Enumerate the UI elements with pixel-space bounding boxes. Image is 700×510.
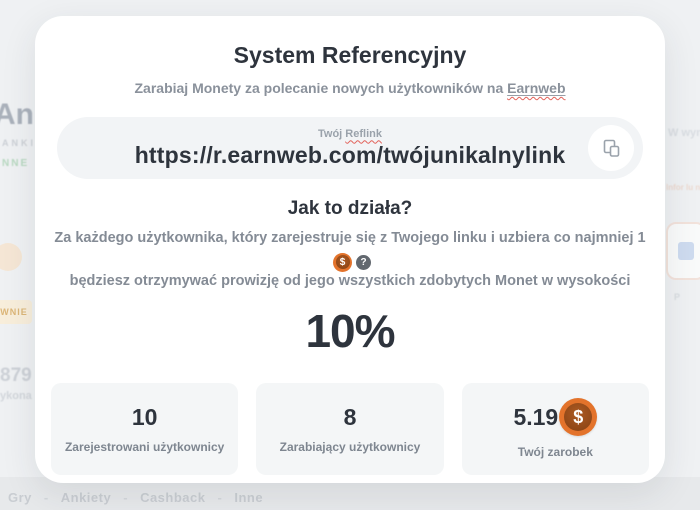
footer-link-gry[interactable]: Gry [8, 490, 32, 505]
modal-title: System Referencyjny [233, 42, 467, 68]
background-right-subtext: Infor lu na [666, 183, 700, 192]
background-left-small: ykona [0, 390, 32, 402]
registered-users-label: Zarejestrowani użytkownicy [64, 439, 225, 454]
reflink-box: Twój Reflink https://r.earnweb.com/twóju… [57, 117, 643, 179]
how-it-works-heading: Jak to działa? [287, 198, 413, 219]
background-left-circle [0, 243, 22, 271]
footer-link-ankiety[interactable]: Ankiety [60, 490, 112, 505]
earnweb-link[interactable]: Earnweb [507, 80, 566, 96]
how-line-1: Za każdego użytkownika, który zarejestru… [54, 229, 646, 272]
commission-percentage: 10% [305, 304, 395, 357]
stat-card-registered-users: 10 Zarejestrowani użytkownicy [51, 382, 239, 475]
how-it-works-text: Za każdego użytkownika, który zarejestru… [54, 229, 646, 291]
your-earnings-label: Twój zarobek [517, 445, 593, 460]
reflink-url[interactable]: https://r.earnweb.com/twójunikalnylink [134, 141, 566, 168]
subtitle-text: Zarabiaj Monety za polecanie nowych użyt… [134, 80, 508, 96]
coin-icon: $ [559, 398, 598, 437]
footer-link-inne[interactable]: Inne [234, 490, 264, 505]
stats-row: 10 Zarejestrowani użytkownicy 8 Zarabiaj… [51, 382, 649, 475]
footer-link-cashback[interactable]: Cashback [140, 490, 206, 505]
background-footer-nav: Gry - Ankiety - Cashback - Inne [8, 490, 263, 505]
help-tooltip-icon[interactable]: ? [356, 254, 371, 270]
background-payment-card [666, 222, 700, 280]
footer-separator: - [123, 490, 129, 505]
stat-card-your-earnings: 5.19 $ Twój zarobek [461, 382, 649, 475]
coin-icon: $ [333, 252, 352, 272]
background-left-badge: WNIE [0, 300, 32, 324]
modal-subtitle: Zarabiaj Monety za polecanie nowych użyt… [35, 80, 665, 96]
background-left-green: NNE [2, 158, 30, 169]
background-right-label: P [674, 292, 681, 302]
copy-icon [601, 138, 622, 159]
your-earnings-value: 5.19 [513, 403, 559, 430]
stat-card-earning-users: 8 Zarabiający użytkownicy [256, 382, 444, 475]
footer-separator: - [217, 490, 223, 505]
footer-separator: - [43, 490, 49, 505]
registered-users-value: 10 [131, 403, 158, 430]
paypal-logo-icon [678, 242, 694, 260]
how-line-2: będziesz otrzymywać prowizję od jego wsz… [69, 272, 631, 289]
background-left-number: 879 [0, 365, 32, 386]
background-right-heading: W wyn na [668, 127, 700, 139]
copy-reflink-button[interactable] [588, 125, 634, 171]
reflink-label: Twój Reflink [318, 127, 382, 140]
referral-system-modal: System Referencyjny Zarabiaj Monety za p… [35, 16, 665, 483]
earning-users-label: Zarabiający użytkownicy [279, 439, 421, 454]
earning-users-value: 8 [343, 403, 357, 430]
background-left-caps: ANKIE [2, 138, 46, 148]
